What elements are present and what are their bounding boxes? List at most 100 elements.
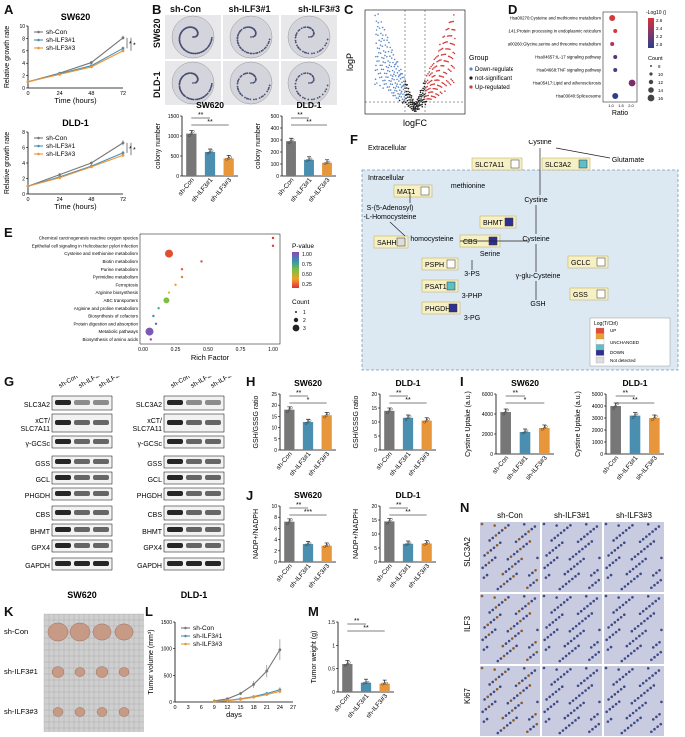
panel-label-c: C [344,2,354,17]
volcano-point [412,108,415,111]
y-tick-label: 0 [176,174,179,180]
ihc-nucleus [634,565,638,568]
ihc-nucleus [636,696,640,700]
colony [182,48,185,50]
bar-sh-ILF3#1 [402,417,414,450]
volcano-point [375,55,377,58]
legend-label: sh-Con [46,29,67,36]
mat1-status [420,186,430,196]
blot-band [74,543,90,548]
volcano-point [421,92,424,95]
colony [254,32,257,35]
colony [179,79,182,82]
blot-band [186,561,202,566]
colony [180,31,183,34]
y-axis-label: Cystine Uptake (a.u.) [465,391,472,457]
volcano-point [439,91,442,94]
volcano-point [422,94,424,97]
colony [196,30,199,32]
ihc-nucleus [530,527,534,531]
ihc-nucleus [529,583,532,587]
volcano-point [395,85,398,87]
blot-band [167,543,183,548]
term-label: Chemical carcinogenesis reactive oxygen … [39,236,139,241]
replicate-dot [651,418,654,422]
bar-sh-ILF3#3 [649,418,660,454]
ihc-nucleus [559,531,563,535]
ihc-nucleus [649,614,652,618]
ihc-nucleus [569,667,572,671]
ihc-nucleus [510,565,514,568]
colony [307,98,310,101]
x-tick-label: sh-Con [177,177,196,198]
bar-sh-Con [384,521,395,562]
blot-row-label: γ-GCSc [26,441,51,448]
ihc-nucleus [527,674,530,677]
replicate-dot [390,407,393,411]
ihc-nucleus [574,696,578,700]
volcano-point [387,76,389,78]
bar-sh-ILF3#1 [302,422,314,450]
volcano-point [405,97,407,100]
ihc-nucleus [606,720,610,723]
bar-sh-ILF3#3 [421,543,432,562]
volcano-point [428,81,430,84]
bar-sh-Con [342,664,353,692]
colony [239,93,242,96]
bar-sh-Con [384,410,395,450]
legend-color [595,338,605,345]
slc7a11-label: SLC7A11 [475,162,505,169]
ihc-nucleus [568,557,572,561]
tumor [118,707,130,717]
ihc-nucleus [536,556,539,560]
y-tick-label: 10 [271,504,277,510]
ihc-nucleus [488,539,491,542]
slc3a2-box [541,157,591,171]
ihc-nucleus [535,722,539,726]
volcano-point [439,43,441,46]
ihc-nucleus [542,594,546,598]
ihc-nucleus [581,691,584,695]
ihc-nucleus [633,721,636,725]
ihc-nucleus [493,668,496,671]
volcano-point [386,86,389,88]
ihc-nucleus [571,721,574,725]
volcano-point [379,76,381,79]
y-tick-label: 15 [271,414,277,420]
ihc-nucleus [604,594,608,598]
colony [189,72,192,75]
ihc-nucleus [583,607,586,610]
ihc-nucleus [583,679,586,682]
x-tick-label: 3 [187,705,190,711]
colony [238,90,240,93]
ihc-nucleus [507,595,510,599]
panel-label-j: J [246,488,254,503]
volcano-point [449,21,452,23]
tumor-row-label: sh-Con [4,627,28,636]
x-tick-label: 1.0 [608,103,614,108]
x-tick-label: 6 [200,705,203,711]
replicate-dot [190,132,193,135]
volcano-point [384,79,386,82]
ihc-nucleus [551,549,555,552]
ihc-nucleus [594,653,597,656]
ihc-nucleus [645,535,648,538]
colony [241,94,244,97]
ihc-nucleus [584,545,587,548]
y-tick-label: 0 [374,448,377,454]
ihc-nucleus [554,690,558,694]
panel-label-k: K [4,604,14,619]
volcano-point [381,34,384,36]
y-axis-label: GSH/GSSG ratio [353,395,360,448]
volcano-point [450,35,453,37]
volcano-point [378,39,381,42]
ihc-nucleus [527,530,530,533]
legend-marker [184,634,187,638]
volcano-point [436,93,439,96]
ihc-nucleus [609,717,613,721]
y-tick-label: 1000 [168,134,179,140]
colony [200,51,202,54]
colony [295,78,298,81]
ihc-nucleus [517,681,521,685]
